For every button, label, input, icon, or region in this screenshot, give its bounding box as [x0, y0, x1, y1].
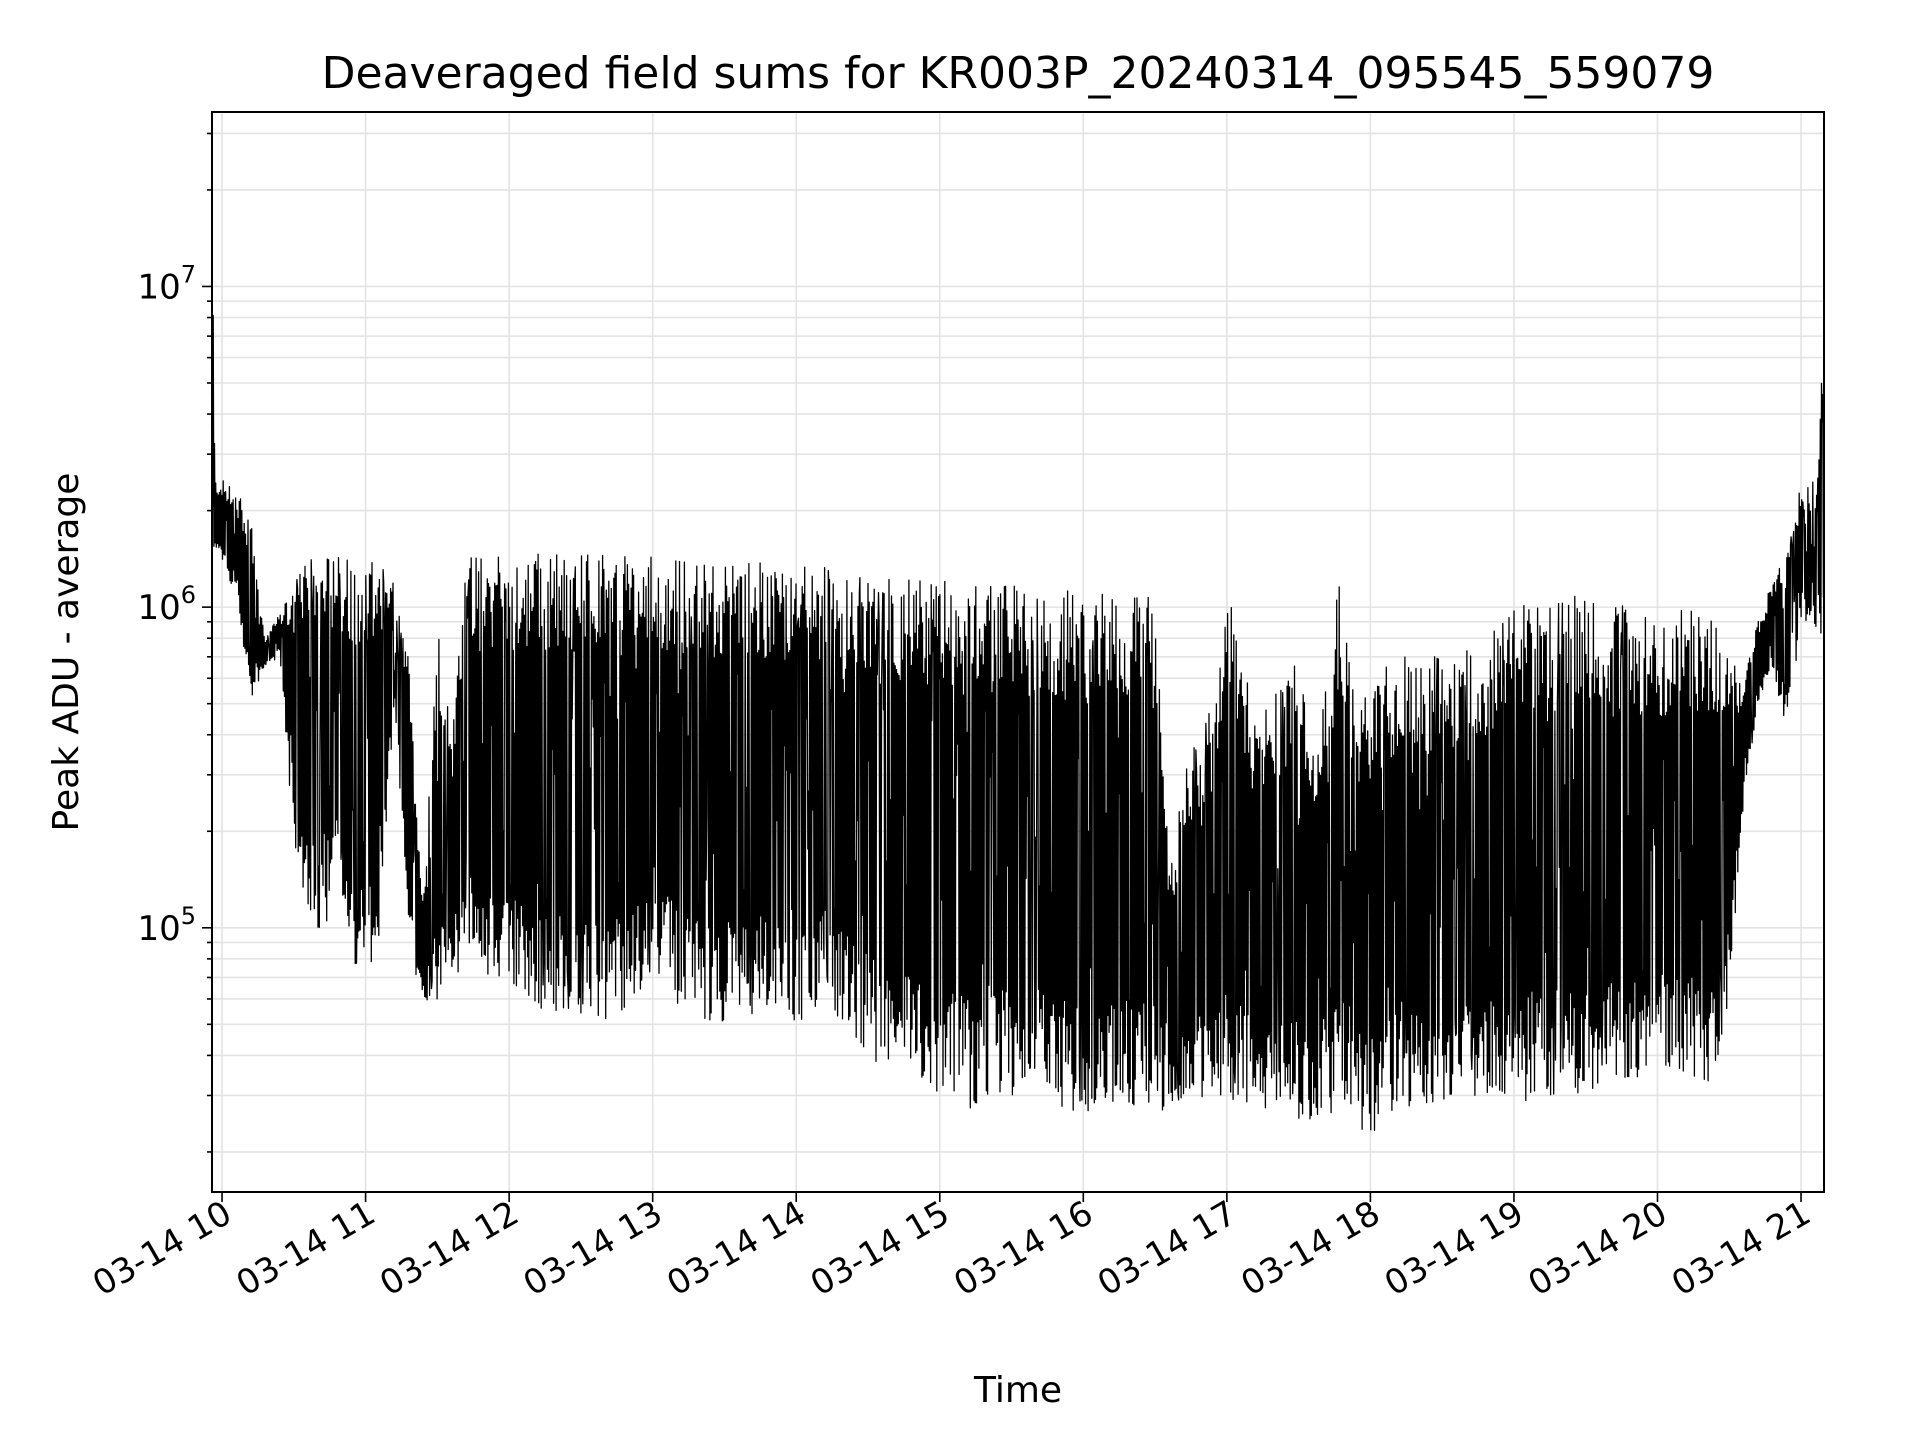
plot-frame [211, 111, 1825, 1193]
y-tick-label: 105 [137, 902, 196, 949]
line-layer [211, 188, 1825, 1131]
x-tick-label: 03-14 21 [1665, 1193, 1817, 1304]
y-tick-base: 10 [137, 588, 180, 628]
x-tick-label: 03-14 18 [1235, 1193, 1387, 1304]
y-tick-exponent: 7 [181, 260, 196, 288]
y-tick-label: 107 [137, 260, 196, 307]
x-tick-label: 03-14 11 [230, 1193, 382, 1304]
y-tick-exponent: 6 [181, 581, 196, 609]
chart-title: Deaveraged field sums for KR003P_2024031… [322, 48, 1715, 99]
y-axis-label: Peak ADU - average [46, 473, 87, 832]
x-tick-label: 03-14 19 [1378, 1193, 1530, 1304]
x-tick-label: 03-14 15 [804, 1193, 956, 1304]
x-tick-label: 03-14 14 [660, 1193, 812, 1304]
y-tick-label: 106 [137, 581, 196, 628]
x-axis-label: Time [973, 1370, 1062, 1411]
x-tick-label: 03-14 10 [86, 1193, 238, 1304]
x-tick-label: 03-14 12 [373, 1193, 525, 1304]
y-tick-base: 10 [137, 909, 180, 949]
y-tick-exponent: 5 [181, 902, 196, 930]
x-tick-label: 03-14 17 [1091, 1193, 1243, 1304]
x-tick-label: 03-14 13 [517, 1193, 669, 1304]
x-tick-label: 03-14 20 [1522, 1193, 1674, 1304]
x-tick-label: 03-14 16 [947, 1193, 1099, 1304]
series-line [211, 188, 1825, 1131]
y-tick-base: 10 [137, 267, 180, 307]
